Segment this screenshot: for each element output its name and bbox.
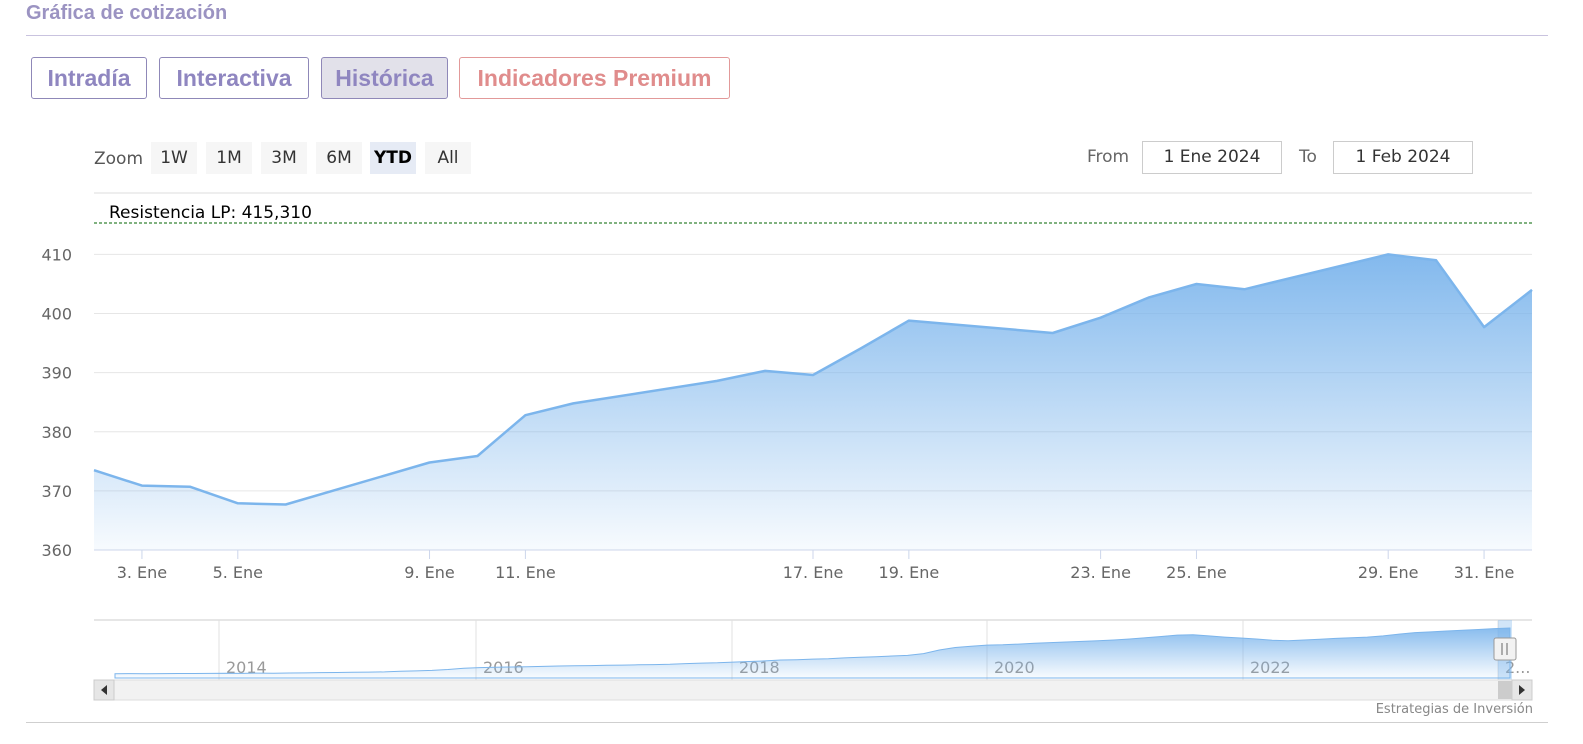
tab-historica[interactable]: Histórica	[321, 57, 448, 99]
tab-indicadores-premium[interactable]: Indicadores Premium	[459, 57, 730, 99]
x-tick-label: 19. Ene	[879, 563, 940, 582]
zoom-button-all[interactable]: All	[425, 142, 471, 174]
zoom-button-1w[interactable]: 1W	[151, 142, 197, 174]
y-tick-label: 390	[41, 364, 72, 383]
x-axis-ticks: 3. Ene 5. Ene 9. Ene 11. Ene 17. Ene 19. Ene 2…	[117, 550, 1515, 582]
price-series-line	[93, 253, 1533, 506]
arrow-left-icon	[101, 685, 107, 695]
page-title: Gráfica de cotización	[26, 2, 228, 24]
y-tick-label: 360	[41, 541, 72, 560]
range-from-input[interactable]: 1 Ene 2024	[1142, 141, 1282, 174]
scrollbar-thumb[interactable]	[1498, 681, 1512, 699]
chart-credit[interactable]: Estrategias de Inversión	[1375, 702, 1533, 717]
zoom-button-1m[interactable]: 1M	[206, 142, 252, 174]
range-to-input[interactable]: 1 Feb 2024	[1333, 141, 1473, 174]
navigator[interactable]: 201420162018202020222...	[93, 619, 1533, 701]
x-tick-label: 9. Ene	[404, 563, 454, 582]
zoom-button-ytd[interactable]: YTD	[370, 142, 416, 174]
title-divider	[26, 35, 1548, 36]
arrow-right-icon	[1519, 685, 1525, 695]
x-tick-label: 5. Ene	[213, 563, 263, 582]
x-tick-label: 29. Ene	[1358, 563, 1419, 582]
y-axis-ticks: 360 370 380 390 400 410	[41, 245, 72, 560]
x-tick-label: 17. Ene	[783, 563, 844, 582]
range-from-label: From	[1087, 147, 1130, 167]
zoom-button-6m[interactable]: 6M	[316, 142, 362, 174]
y-tick-label: 410	[41, 245, 72, 264]
navigator-year-label: 2014	[226, 658, 267, 677]
x-tick-label: 23. Ene	[1070, 563, 1131, 582]
navigator-year-label: 2...	[1505, 658, 1530, 677]
y-tick-label: 380	[41, 423, 72, 442]
x-tick-label: 31. Ene	[1454, 563, 1515, 582]
tab-interactiva[interactable]: Interactiva	[159, 57, 309, 99]
resistance-label: Resistencia LP: 415,310	[109, 203, 312, 223]
range-to-label: To	[1299, 147, 1317, 167]
x-tick-label: 25. Ene	[1166, 563, 1227, 582]
zoom-label: Zoom	[94, 149, 144, 169]
y-tick-label: 370	[41, 482, 72, 501]
navigator-series	[114, 627, 1511, 679]
x-tick-label: 3. Ene	[117, 563, 167, 582]
bottom-divider	[26, 722, 1548, 723]
navigator-scrollbar[interactable]	[93, 679, 1533, 701]
y-tick-label: 400	[41, 305, 72, 324]
navigator-handle-icon[interactable]	[1493, 637, 1517, 661]
price-area-fill	[94, 254, 1532, 550]
zoom-button-3m[interactable]: 3M	[261, 142, 307, 174]
x-tick-label: 11. Ene	[495, 563, 556, 582]
tab-intradia[interactable]: Intradía	[31, 57, 147, 99]
